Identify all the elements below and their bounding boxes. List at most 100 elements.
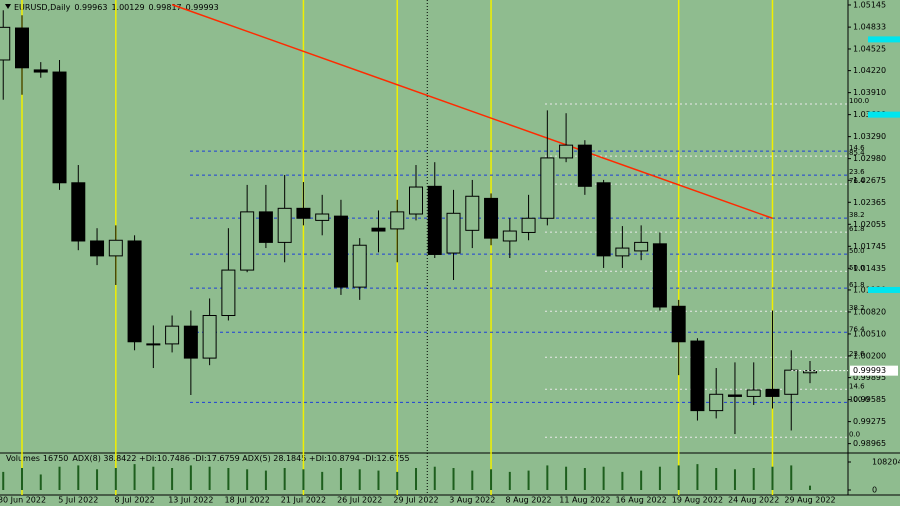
volume-bar <box>527 470 530 490</box>
candle-body <box>540 157 555 219</box>
y-tick-label: 0.99585 <box>853 395 886 404</box>
volume-bar <box>283 468 286 490</box>
volume-bar <box>602 466 605 490</box>
y-tick-label: 1.03910 <box>853 88 886 97</box>
candle-body <box>240 211 255 271</box>
volume-bar <box>264 470 267 490</box>
volume-bar <box>21 468 23 490</box>
candle-body <box>690 340 705 412</box>
high: 1.00129 <box>111 3 144 12</box>
x-tick-label: 19 Aug 2022 <box>672 496 723 505</box>
trendline <box>171 3 773 219</box>
level-marker <box>868 36 900 43</box>
fib-label: 23.6 <box>849 168 865 176</box>
volume-bar <box>133 464 136 490</box>
y-tick-label: 0.99275 <box>853 417 886 426</box>
candle-body <box>484 197 499 239</box>
volume-bar <box>809 485 812 490</box>
volume-tick-label: 0 <box>872 486 877 495</box>
x-tick-label: 30 Jun 2022 <box>0 496 46 505</box>
candle-body <box>315 213 330 221</box>
volume-bar <box>640 470 643 490</box>
level-marker <box>868 286 900 293</box>
volume-bar <box>696 464 699 490</box>
volume-label: Volumes <box>6 454 40 463</box>
candle-body <box>502 230 517 242</box>
menu-arrow <box>5 4 11 9</box>
volume-bar <box>715 468 718 490</box>
x-tick-label: 21 Jul 2022 <box>281 496 326 505</box>
x-tick-label: 29 Aug 2022 <box>784 496 835 505</box>
close: 0.99993 <box>186 3 219 12</box>
candle-body <box>427 185 442 255</box>
volume-bar <box>2 471 5 490</box>
volume-bar <box>733 469 736 490</box>
y-tick-label: 0.98965 <box>853 439 886 448</box>
level-marker <box>868 111 900 118</box>
volume-bar <box>339 468 342 490</box>
volume-bar <box>508 471 511 490</box>
volume-bar <box>452 468 455 490</box>
low: 0.99817 <box>149 3 182 12</box>
x-tick-label: 16 Aug 2022 <box>616 496 667 505</box>
y-tick-label: 1.02675 <box>853 176 886 185</box>
fib-label: 38.2 <box>849 211 865 219</box>
volume-bar <box>677 465 680 490</box>
y-tick-label: 1.02055 <box>853 220 886 229</box>
fib-label: 14.6 <box>849 144 865 152</box>
y-tick-label: 1.02980 <box>853 154 886 163</box>
y-tick-label: 0.99895 <box>853 373 886 382</box>
y-tick-label: 1.01745 <box>853 242 886 251</box>
candle-body <box>183 325 198 359</box>
candle-body <box>709 393 724 412</box>
candle-body <box>615 247 630 257</box>
volume-bar <box>546 465 549 490</box>
candle-body <box>746 389 761 397</box>
candle-body <box>15 27 29 69</box>
volume-value: 16750 <box>43 454 68 463</box>
fib-label: 100.0 <box>849 395 869 403</box>
candle-body <box>277 207 292 243</box>
volume-bar <box>658 466 661 490</box>
volume-bar <box>752 468 755 490</box>
x-tick-label: 18 Jul 2022 <box>225 496 270 505</box>
volume-bar <box>621 471 624 490</box>
x-tick-label: 3 Aug 2022 <box>449 496 495 505</box>
candle-body <box>671 305 686 343</box>
volume-bar <box>58 466 61 490</box>
volume-bar <box>771 466 774 490</box>
candle-body <box>90 240 105 257</box>
volume-bar <box>302 469 305 490</box>
y-tick-label: 1.04220 <box>853 66 886 75</box>
volume-bar <box>189 465 192 490</box>
volume-bar <box>471 470 474 490</box>
fib-label: 50.0 <box>849 247 865 255</box>
x-tick-label: 24 Aug 2022 <box>728 496 779 505</box>
y-tick-label: 1.04525 <box>853 44 886 53</box>
fib-label: 23.6 <box>849 350 865 358</box>
fib-label: 0.0 <box>849 430 860 438</box>
fib-label: 76.4 <box>849 177 865 185</box>
last-price-box <box>850 365 898 376</box>
candle-body <box>390 211 405 230</box>
x-tick-label: 8 Aug 2022 <box>505 496 551 505</box>
candle-body <box>0 26 11 61</box>
candle-body <box>371 227 386 232</box>
candle-body <box>765 388 780 397</box>
volume-bar <box>415 468 418 490</box>
volume-bar <box>321 471 324 490</box>
volume-bar <box>377 470 380 490</box>
candle-body <box>409 186 424 215</box>
candle-body <box>727 394 742 397</box>
volume-bar <box>246 469 249 490</box>
y-tick-label: 1.02365 <box>853 198 886 207</box>
candle-body <box>221 269 236 317</box>
candle-body <box>52 71 67 184</box>
volume-indicator: Volumes 16750 ADX(8) 38.8422 +DI:10.7486 -… <box>6 454 410 463</box>
y-tick-label: 1.05145 <box>853 0 886 9</box>
volume-bar <box>39 474 42 490</box>
fib-label: 38.2 <box>849 304 865 312</box>
y-tick-label: 1.03290 <box>853 132 886 141</box>
x-tick-label: 29 Jul 2022 <box>393 496 438 505</box>
